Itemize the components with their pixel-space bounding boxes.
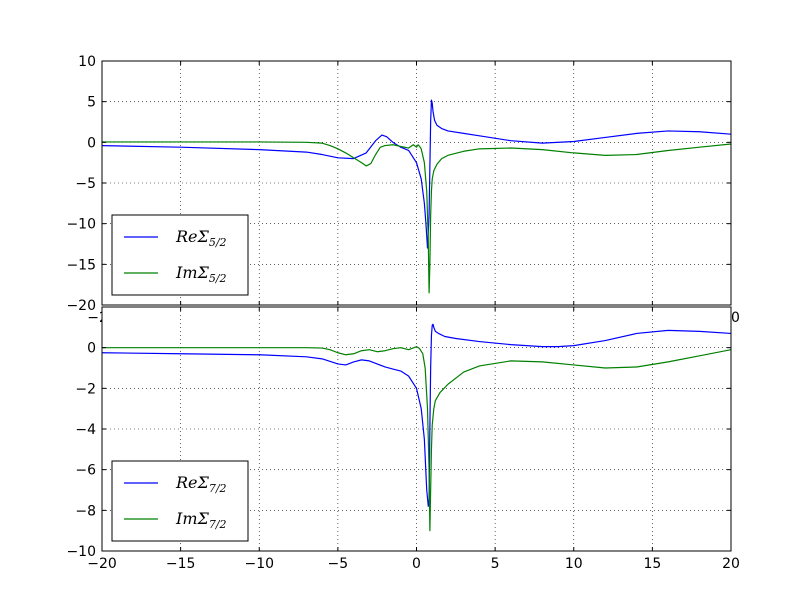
legend: ReΣ5/2 ImΣ5/2 — [111, 214, 249, 296]
legend-label: ImΣ7/2 — [175, 509, 227, 531]
legend-label: ImΣ5/2 — [175, 263, 227, 285]
y-tick-label: −15 — [66, 257, 96, 273]
series-line-re — [102, 99, 731, 249]
y-tick-label: 10 — [78, 54, 96, 70]
y-tick-label: −5 — [75, 176, 96, 192]
legend: ReΣ7/2 ImΣ7/2 — [111, 460, 249, 542]
y-tick-label: −10 — [66, 217, 96, 233]
y-tick-label: −2 — [75, 381, 96, 397]
x-tick-label: −5 — [328, 556, 349, 572]
y-tick-label: 0 — [87, 341, 96, 357]
x-tick-label: 15 — [643, 556, 661, 572]
x-tick-label: −10 — [244, 556, 274, 572]
y-tick-label: 0 — [87, 135, 96, 151]
y-tick-label: −6 — [75, 463, 96, 479]
legend-box — [111, 214, 249, 296]
legend-label: ReΣ5/2 — [175, 227, 227, 249]
series-line-im — [102, 141, 731, 294]
x-tick-label: −15 — [166, 556, 196, 572]
legend-box — [111, 460, 249, 542]
x-tick-label: 0 — [412, 556, 421, 572]
x-tick-label: 20 — [722, 556, 740, 572]
y-tick-label: −10 — [66, 544, 96, 560]
series-line-im — [102, 346, 731, 532]
y-tick-label: −8 — [75, 503, 96, 519]
x-tick-label: 5 — [491, 556, 500, 572]
y-tick-label: −20 — [66, 298, 96, 314]
bottom-subplot: 0−2−4−6−8−10−20 −15 −10 −5 0 5 10 15 20ReΣ7/2ImΣ… — [66, 306, 740, 572]
y-tick-label: −4 — [75, 422, 96, 438]
x-tick-label: −20 — [87, 556, 117, 572]
x-tick-label: 10 — [565, 556, 583, 572]
y-tick-label: 5 — [87, 95, 96, 111]
legend-label: ReΣ7/2 — [175, 473, 227, 495]
